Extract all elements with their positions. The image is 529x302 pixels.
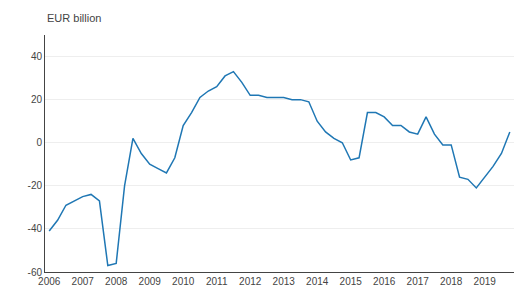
svg-text:2013: 2013 bbox=[273, 276, 296, 287]
svg-text:2009: 2009 bbox=[139, 276, 162, 287]
svg-text:2014: 2014 bbox=[306, 276, 329, 287]
svg-text:2016: 2016 bbox=[373, 276, 396, 287]
svg-text:-60: -60 bbox=[28, 267, 43, 278]
svg-text:2019: 2019 bbox=[474, 276, 497, 287]
svg-text:2006: 2006 bbox=[38, 276, 61, 287]
svg-text:-40: -40 bbox=[28, 223, 43, 234]
svg-text:40: 40 bbox=[31, 51, 43, 62]
svg-text:2015: 2015 bbox=[340, 276, 363, 287]
svg-text:20: 20 bbox=[31, 94, 43, 105]
svg-text:0: 0 bbox=[36, 137, 42, 148]
svg-text:2007: 2007 bbox=[72, 276, 95, 287]
svg-text:2011: 2011 bbox=[206, 276, 228, 287]
svg-text:2012: 2012 bbox=[239, 276, 262, 287]
svg-text:EUR billion: EUR billion bbox=[47, 12, 101, 24]
svg-text:-20: -20 bbox=[28, 180, 43, 191]
svg-text:2010: 2010 bbox=[172, 276, 195, 287]
svg-text:2018: 2018 bbox=[440, 276, 463, 287]
svg-text:2008: 2008 bbox=[105, 276, 128, 287]
svg-text:2017: 2017 bbox=[407, 276, 430, 287]
